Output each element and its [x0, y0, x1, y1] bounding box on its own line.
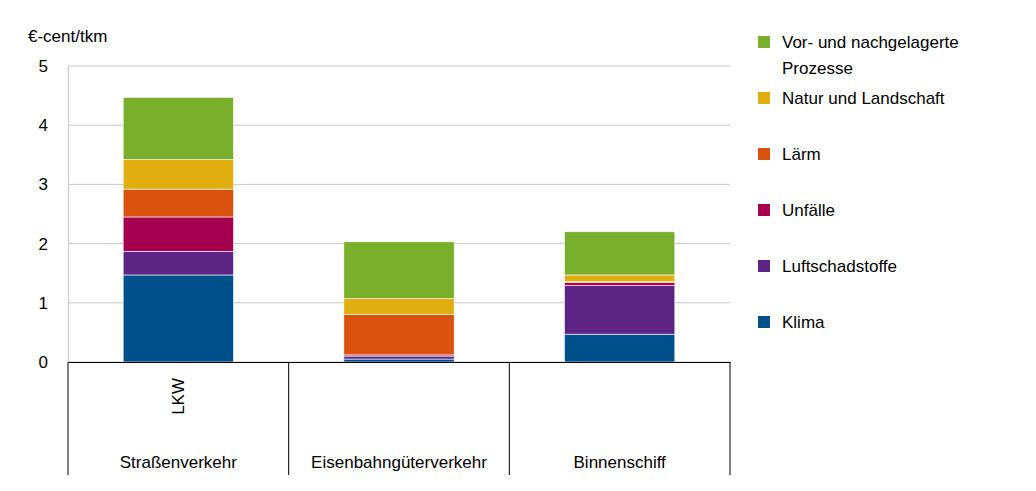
- legend-swatch: [758, 204, 770, 216]
- bars: [123, 97, 675, 362]
- y-tick-label: 2: [39, 235, 48, 254]
- group-separator: [68, 362, 69, 475]
- x-axis: Straßenverkehr Eisenbahngüterverkehr Binne…: [69, 362, 731, 472]
- bar-segment: [123, 275, 233, 362]
- x-sub-label: LKW: [169, 378, 188, 415]
- grid-line: [68, 66, 730, 67]
- bar-segment: [123, 251, 233, 275]
- group-separator: [509, 362, 510, 475]
- bar-segment: [344, 242, 454, 299]
- legend-label-line: Lärm: [782, 145, 821, 164]
- legend-label-line: Klima: [782, 313, 825, 332]
- bar-segment: [344, 356, 454, 359]
- y-tick-label: 3: [39, 175, 48, 194]
- group-separators: [68, 362, 730, 475]
- legend-swatch: [758, 148, 770, 160]
- y-tick: 1: [39, 294, 68, 313]
- bar-segment: [565, 334, 675, 362]
- bar-segment: [344, 315, 454, 355]
- y-tick-label: 0: [39, 353, 48, 372]
- x-tick-label: Straßenverkehr: [120, 453, 237, 472]
- y-tick: 0: [39, 353, 68, 372]
- y-tick-label: 5: [39, 57, 48, 76]
- bar-segment: [565, 283, 675, 286]
- legend-swatch: [758, 316, 770, 328]
- legend-swatch: [758, 36, 770, 48]
- bar-segment: [565, 232, 675, 275]
- legend-item: Luftschadstoffe: [758, 257, 897, 276]
- chart: 0 1 2 3 4 5 €-cent/tkm Straßenverkehr Eisenbahng…: [0, 0, 1036, 491]
- legend-item: Klima: [758, 313, 825, 332]
- x-tick: Straßenverkehr: [120, 362, 237, 472]
- y-tick-label: 1: [39, 294, 48, 313]
- y-tick: 5: [39, 57, 68, 76]
- legend-label: Natur und Landschaft: [782, 89, 945, 108]
- legend: Vor- und nachgelagerte Prozesse Natur und …: [758, 33, 959, 332]
- sub-labels: LKW: [169, 378, 188, 415]
- y-tick-label: 4: [39, 116, 48, 135]
- group-separator: [288, 362, 289, 475]
- y-tick: 2: [39, 235, 68, 254]
- group-separator: [730, 362, 731, 475]
- legend-label-line: Luftschadstoffe: [782, 257, 897, 276]
- legend-label: Klima: [782, 313, 825, 332]
- bar-segment: [123, 97, 233, 159]
- legend-item: Lärm: [758, 145, 821, 164]
- legend-swatch: [758, 260, 770, 272]
- x-tick: Eisenbahngüterverkehr: [311, 362, 487, 472]
- bar-segment: [565, 286, 675, 335]
- legend-label-line: Prozesse: [782, 59, 853, 78]
- legend-item: Unfälle: [758, 201, 835, 220]
- legend-label-line: Vor- und nachgelagerte: [782, 33, 959, 52]
- legend-label: Unfälle: [782, 201, 835, 220]
- legend-swatch: [758, 92, 770, 104]
- bar-segment: [123, 160, 233, 190]
- legend-label-line: Unfälle: [782, 201, 835, 220]
- bar-segment: [565, 275, 675, 282]
- legend-item: Vor- und nachgelagerte Prozesse: [758, 33, 959, 78]
- legend-label: Luftschadstoffe: [782, 257, 897, 276]
- y-tick: 4: [39, 116, 68, 135]
- x-tick-label: Eisenbahngüterverkehr: [311, 453, 487, 472]
- legend-label: Vor- und nachgelagerte Prozesse: [782, 33, 959, 78]
- y-tick: 3: [39, 175, 68, 194]
- bar-segment: [344, 299, 454, 315]
- legend-label-line: Natur und Landschaft: [782, 89, 945, 108]
- legend-item: Natur und Landschaft: [758, 89, 945, 108]
- bar-segment: [123, 189, 233, 217]
- y-axis-title: €-cent/tkm: [28, 27, 107, 46]
- y-axis: 0 1 2 3 4 5: [39, 57, 69, 372]
- legend-label: Lärm: [782, 145, 821, 164]
- bar-segment: [123, 217, 233, 251]
- y-axis-line: [68, 67, 69, 363]
- grid: [68, 66, 730, 362]
- x-tick-label: Binnenschiff: [574, 453, 667, 472]
- bar-segment: [344, 359, 454, 362]
- x-axis-line: [69, 362, 731, 363]
- x-tick: Binnenschiff: [574, 362, 667, 472]
